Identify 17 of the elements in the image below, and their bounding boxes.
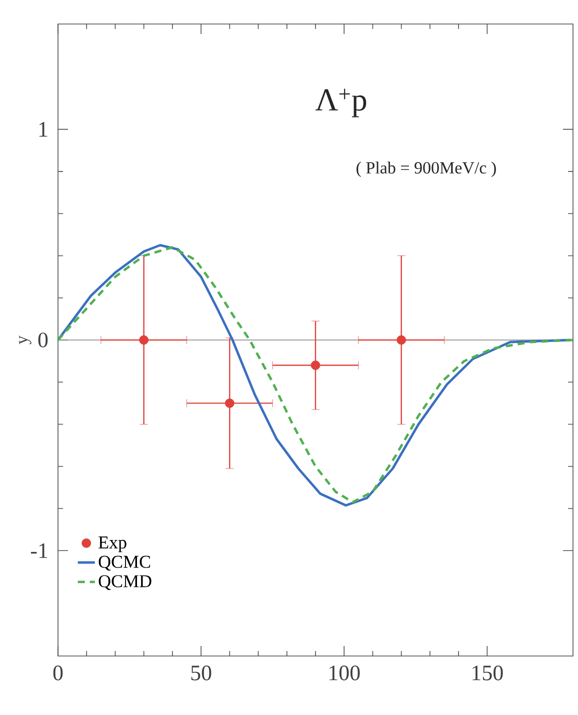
y-tick-label: -1 xyxy=(30,543,48,558)
x-tick-label: 0 xyxy=(53,666,63,680)
x-tick-label: 150 xyxy=(472,666,503,680)
y-axis-title: y xyxy=(19,336,32,344)
x-tick-label: 50 xyxy=(191,666,212,680)
x-tick-label: 100 xyxy=(330,666,360,680)
text: Λ$^{+}$p xyxy=(315,88,366,118)
text: ( Plab = 900MeV/c ) xyxy=(356,162,496,178)
y-tick-label: 1 xyxy=(39,122,48,137)
point xyxy=(139,335,149,345)
legend-label: QCMC xyxy=(98,556,150,571)
point xyxy=(224,398,234,408)
point xyxy=(310,360,320,370)
point xyxy=(396,335,406,345)
y-tick-label: 0 xyxy=(38,332,48,348)
legend-label: Exp xyxy=(98,536,126,552)
legend-label: QCMD xyxy=(98,575,152,590)
